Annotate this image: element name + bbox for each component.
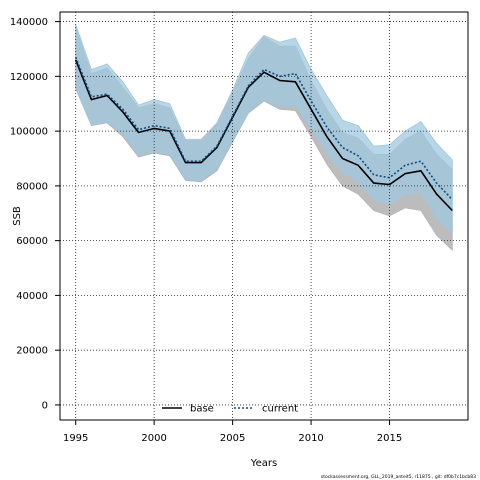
y-tick-label: 60000 <box>16 236 48 247</box>
grid-lines <box>60 12 468 420</box>
series-line-current <box>74 56 453 201</box>
x-axis: 1995 2000 2005 2010 2015 <box>63 420 402 444</box>
x-tick-label: 2010 <box>298 433 323 444</box>
y-tick-label: 20000 <box>16 346 48 357</box>
legend: base current <box>162 404 298 415</box>
series-lines <box>74 56 453 212</box>
y-tick-label: 0 <box>42 400 48 411</box>
y-tick-label: 120000 <box>10 72 48 83</box>
series-line-base <box>74 59 453 212</box>
x-tick-label: 2015 <box>377 433 402 444</box>
footnote: stockassessment.org, GLL_2019_anteit5, r… <box>321 474 476 480</box>
legend-label-base: base <box>190 404 214 415</box>
y-axis: 0 20000 40000 60000 80000 100000 120000 140000 <box>10 17 60 411</box>
y-tick-label: 140000 <box>10 17 48 28</box>
band-current <box>75 24 453 234</box>
y-axis-title: SSB <box>12 206 23 226</box>
y-tick-label: 80000 <box>16 181 48 192</box>
y-tick-label: 40000 <box>16 291 48 302</box>
x-axis-title: Years <box>250 458 277 469</box>
x-tick-label: 2005 <box>220 433 245 444</box>
x-tick-label: 2000 <box>141 433 166 444</box>
plot-frame <box>59 11 469 421</box>
legend-label-current: current <box>262 404 298 415</box>
x-tick-label: 1995 <box>63 433 88 444</box>
y-tick-label: 100000 <box>10 127 48 138</box>
